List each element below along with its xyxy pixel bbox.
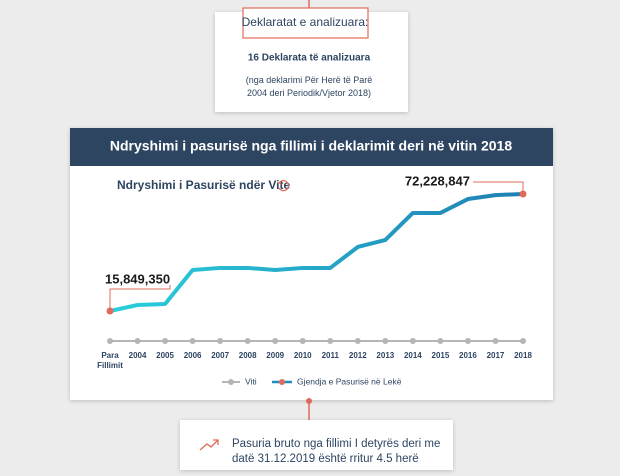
x-tick-label: 2006: [184, 351, 202, 360]
x-tick-label: Para Fillimit: [97, 351, 123, 370]
x-axis-dot: [217, 338, 224, 344]
legend-swatch: [279, 379, 285, 385]
legend-swatch: [228, 379, 234, 385]
data-label: 15,849,350: [105, 271, 170, 286]
x-tick-label: 2010: [294, 351, 312, 360]
label-leader: [473, 181, 524, 194]
x-axis-dot: [520, 338, 526, 344]
summary-label-box: [242, 7, 369, 39]
x-axis-dot: [492, 338, 499, 344]
x-axis-dot: [327, 338, 334, 344]
chart-subtitle: Ndryshimi i Pasurisë ndër Vite: [117, 178, 291, 192]
x-tick-label: 2005: [156, 351, 174, 360]
x-tick-label: 2004: [129, 351, 147, 360]
summary-count: 16 Deklarata të analizuara: [248, 53, 371, 64]
x-tick-label: 2015: [432, 351, 450, 360]
x-axis-dot: [134, 338, 141, 344]
x-axis-dot: [354, 338, 361, 344]
refresh-icon: [277, 180, 289, 192]
chart-title: Ndryshimi i pasurisë nga fillimi i dekla…: [110, 138, 512, 154]
x-axis-dot: [299, 338, 306, 344]
data-label: 72,228,847: [405, 173, 470, 188]
x-tick-label: 2013: [376, 351, 394, 360]
footer-text: Pasuria bruto nga fillimi I detyrës deri…: [232, 438, 440, 465]
x-tick-label: 2018: [514, 351, 532, 360]
trend-icon: [199, 439, 219, 451]
x-axis-dot: [437, 338, 444, 344]
connector-dot: [306, 398, 312, 404]
x-tick-label: 2014: [404, 351, 422, 360]
x-axis-dot: [162, 338, 169, 344]
summary-note: (nga deklarimi Për Herë të Parë 2004 deri…: [246, 75, 373, 98]
x-axis-dot: [464, 338, 471, 344]
x-axis-dot: [244, 338, 251, 344]
footer-box: [180, 420, 453, 470]
x-tick-label: 2009: [266, 351, 284, 360]
x-axis-dot: [382, 338, 389, 344]
x-tick-label: 2008: [239, 351, 257, 360]
x-tick-label: 2016: [459, 351, 477, 360]
chart-header: [70, 128, 553, 166]
summary-label: Deklaratat e analizuara:: [242, 15, 369, 29]
x-tick-label: 2011: [322, 351, 340, 360]
chart-panel: [70, 128, 553, 400]
x-axis-dot: [409, 338, 416, 344]
x-axis-dot: [107, 338, 113, 344]
x-tick-label: 2012: [349, 351, 367, 360]
x-tick-label: 2017: [487, 351, 505, 360]
label-leader: [109, 285, 171, 311]
x-tick-label: 2007: [211, 351, 229, 360]
x-axis-dot: [272, 338, 279, 344]
legend-label: Gjendja e Pasurisë në Lekë: [297, 376, 402, 386]
data-line: [109, 192, 524, 313]
x-axis-dot: [189, 338, 196, 344]
legend-label: Viti: [245, 376, 257, 386]
